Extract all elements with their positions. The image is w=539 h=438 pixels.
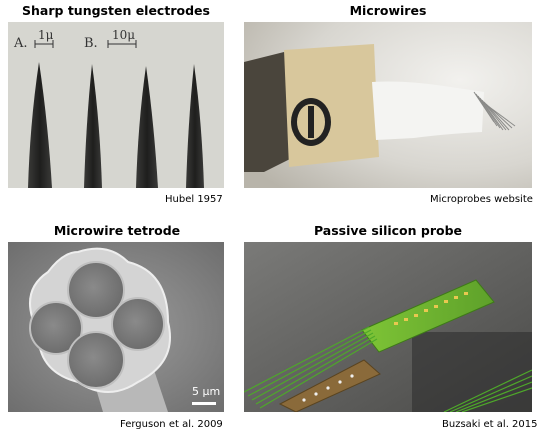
label-b: B. [84,36,98,51]
panel-caption-silicon-probe: Buzsaki et al. 2015 [442,419,538,430]
panel-title-microwires: Microwires [244,3,532,18]
panel-title-tungsten: Sharp tungsten electrodes [6,3,226,18]
scale-label-b: 10μ [112,28,135,42]
scale-label-a: 1μ [38,28,53,42]
panel-title-tetrode: Microwire tetrode [8,223,226,238]
panel-caption-tetrode: Ferguson et al. 2009 [120,419,223,430]
panel-title-silicon-probe: Passive silicon probe [244,223,532,238]
microwires-photo [244,22,532,188]
panel-caption-tungsten: Hubel 1957 [165,194,223,205]
panel-caption-microwires: Microprobes website [430,194,533,205]
label-a: A. [14,36,28,51]
tungsten-electrodes-photo: A. 1μ B. 10μ [8,22,224,188]
tetrode-photo: 5 μm [8,242,224,412]
tetrode-scale-label: 5 μm [192,385,220,398]
silicon-probe-photo [244,242,532,412]
